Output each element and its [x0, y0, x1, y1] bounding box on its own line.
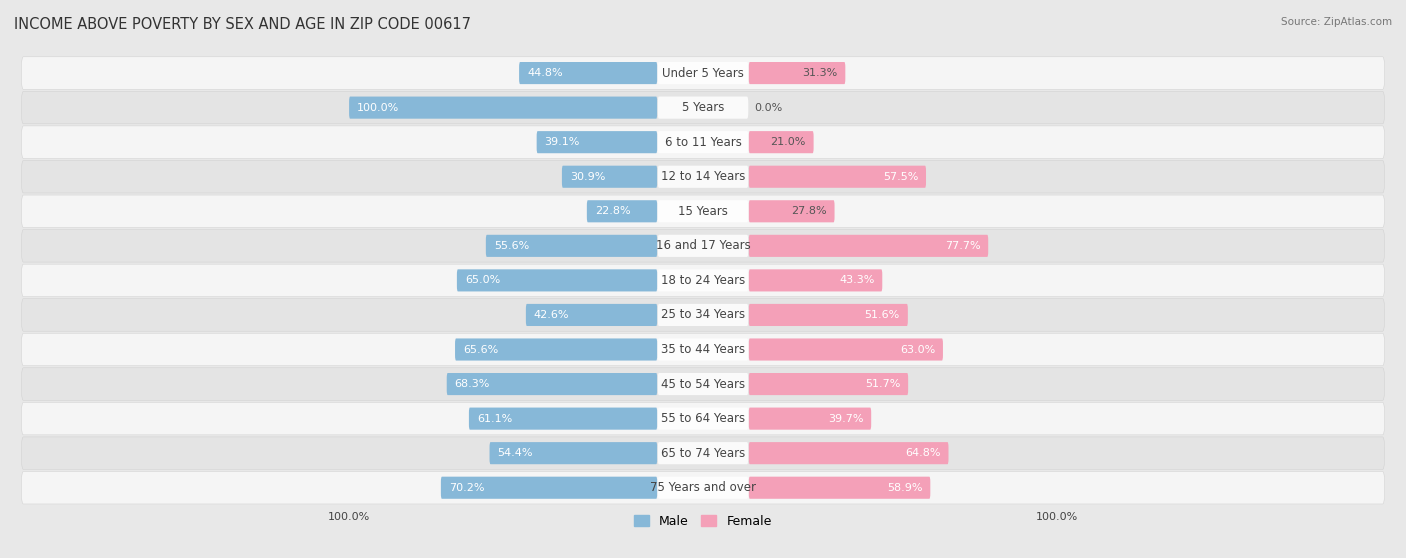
FancyBboxPatch shape [21, 92, 1385, 124]
Text: 6 to 11 Years: 6 to 11 Years [665, 136, 741, 148]
FancyBboxPatch shape [658, 235, 748, 257]
FancyBboxPatch shape [21, 368, 1385, 400]
Text: 30.9%: 30.9% [569, 172, 605, 182]
FancyBboxPatch shape [21, 161, 1385, 193]
FancyBboxPatch shape [658, 304, 748, 326]
FancyBboxPatch shape [658, 477, 748, 499]
FancyBboxPatch shape [441, 477, 657, 499]
FancyBboxPatch shape [537, 131, 657, 153]
FancyBboxPatch shape [658, 131, 748, 153]
Text: 70.2%: 70.2% [449, 483, 484, 493]
Text: 54.4%: 54.4% [498, 448, 533, 458]
Text: 43.3%: 43.3% [839, 276, 875, 285]
FancyBboxPatch shape [749, 339, 943, 360]
FancyBboxPatch shape [562, 166, 657, 188]
Text: 44.8%: 44.8% [527, 68, 562, 78]
Legend: Male, Female: Male, Female [634, 514, 772, 528]
FancyBboxPatch shape [457, 270, 657, 291]
FancyBboxPatch shape [21, 333, 1385, 365]
FancyBboxPatch shape [447, 373, 657, 395]
FancyBboxPatch shape [658, 97, 748, 119]
Text: 55.6%: 55.6% [494, 241, 529, 251]
Text: 45 to 54 Years: 45 to 54 Years [661, 378, 745, 391]
Text: 65 to 74 Years: 65 to 74 Years [661, 446, 745, 460]
FancyBboxPatch shape [21, 299, 1385, 331]
FancyBboxPatch shape [658, 166, 748, 188]
Text: 58.9%: 58.9% [887, 483, 922, 493]
FancyBboxPatch shape [749, 373, 908, 395]
FancyBboxPatch shape [749, 131, 814, 153]
Text: 39.1%: 39.1% [544, 137, 579, 147]
Text: 12 to 14 Years: 12 to 14 Years [661, 170, 745, 183]
Text: INCOME ABOVE POVERTY BY SEX AND AGE IN ZIP CODE 00617: INCOME ABOVE POVERTY BY SEX AND AGE IN Z… [14, 17, 471, 32]
FancyBboxPatch shape [658, 442, 748, 464]
FancyBboxPatch shape [749, 270, 883, 291]
FancyBboxPatch shape [21, 264, 1385, 297]
FancyBboxPatch shape [749, 166, 927, 188]
Text: 39.7%: 39.7% [828, 413, 863, 424]
Text: 21.0%: 21.0% [770, 137, 806, 147]
FancyBboxPatch shape [21, 437, 1385, 469]
Text: 5 Years: 5 Years [682, 101, 724, 114]
FancyBboxPatch shape [21, 195, 1385, 228]
FancyBboxPatch shape [749, 235, 988, 257]
Text: 68.3%: 68.3% [454, 379, 491, 389]
FancyBboxPatch shape [489, 442, 657, 464]
FancyBboxPatch shape [749, 200, 835, 222]
Text: Under 5 Years: Under 5 Years [662, 66, 744, 80]
Text: 16 and 17 Years: 16 and 17 Years [655, 239, 751, 252]
FancyBboxPatch shape [586, 200, 657, 222]
Text: 65.0%: 65.0% [465, 276, 501, 285]
Text: 65.6%: 65.6% [463, 344, 498, 354]
FancyBboxPatch shape [658, 62, 748, 84]
Text: 0.0%: 0.0% [754, 103, 782, 113]
Text: 100.0%: 100.0% [357, 103, 399, 113]
Text: 63.0%: 63.0% [900, 344, 935, 354]
Text: 22.8%: 22.8% [595, 206, 630, 217]
FancyBboxPatch shape [456, 339, 657, 360]
Text: 55 to 64 Years: 55 to 64 Years [661, 412, 745, 425]
FancyBboxPatch shape [749, 407, 872, 430]
FancyBboxPatch shape [470, 407, 657, 430]
FancyBboxPatch shape [519, 62, 657, 84]
FancyBboxPatch shape [349, 97, 657, 119]
Text: 18 to 24 Years: 18 to 24 Years [661, 274, 745, 287]
FancyBboxPatch shape [658, 407, 748, 430]
Text: 15 Years: 15 Years [678, 205, 728, 218]
FancyBboxPatch shape [658, 200, 748, 222]
FancyBboxPatch shape [749, 62, 845, 84]
Text: 51.6%: 51.6% [865, 310, 900, 320]
FancyBboxPatch shape [21, 229, 1385, 262]
Text: 75 Years and over: 75 Years and over [650, 481, 756, 494]
Text: 31.3%: 31.3% [803, 68, 838, 78]
FancyBboxPatch shape [21, 57, 1385, 89]
FancyBboxPatch shape [658, 270, 748, 291]
FancyBboxPatch shape [658, 373, 748, 395]
FancyBboxPatch shape [658, 339, 748, 360]
Text: 64.8%: 64.8% [905, 448, 941, 458]
Text: 77.7%: 77.7% [945, 241, 980, 251]
Text: 25 to 34 Years: 25 to 34 Years [661, 309, 745, 321]
FancyBboxPatch shape [749, 477, 931, 499]
FancyBboxPatch shape [21, 472, 1385, 504]
FancyBboxPatch shape [21, 402, 1385, 435]
Text: 42.6%: 42.6% [534, 310, 569, 320]
Text: 57.5%: 57.5% [883, 172, 918, 182]
Text: 27.8%: 27.8% [792, 206, 827, 217]
FancyBboxPatch shape [749, 442, 949, 464]
Text: 51.7%: 51.7% [865, 379, 900, 389]
Text: Source: ZipAtlas.com: Source: ZipAtlas.com [1281, 17, 1392, 27]
FancyBboxPatch shape [749, 304, 908, 326]
FancyBboxPatch shape [21, 126, 1385, 158]
FancyBboxPatch shape [526, 304, 657, 326]
FancyBboxPatch shape [486, 235, 657, 257]
Text: 61.1%: 61.1% [477, 413, 512, 424]
Text: 35 to 44 Years: 35 to 44 Years [661, 343, 745, 356]
